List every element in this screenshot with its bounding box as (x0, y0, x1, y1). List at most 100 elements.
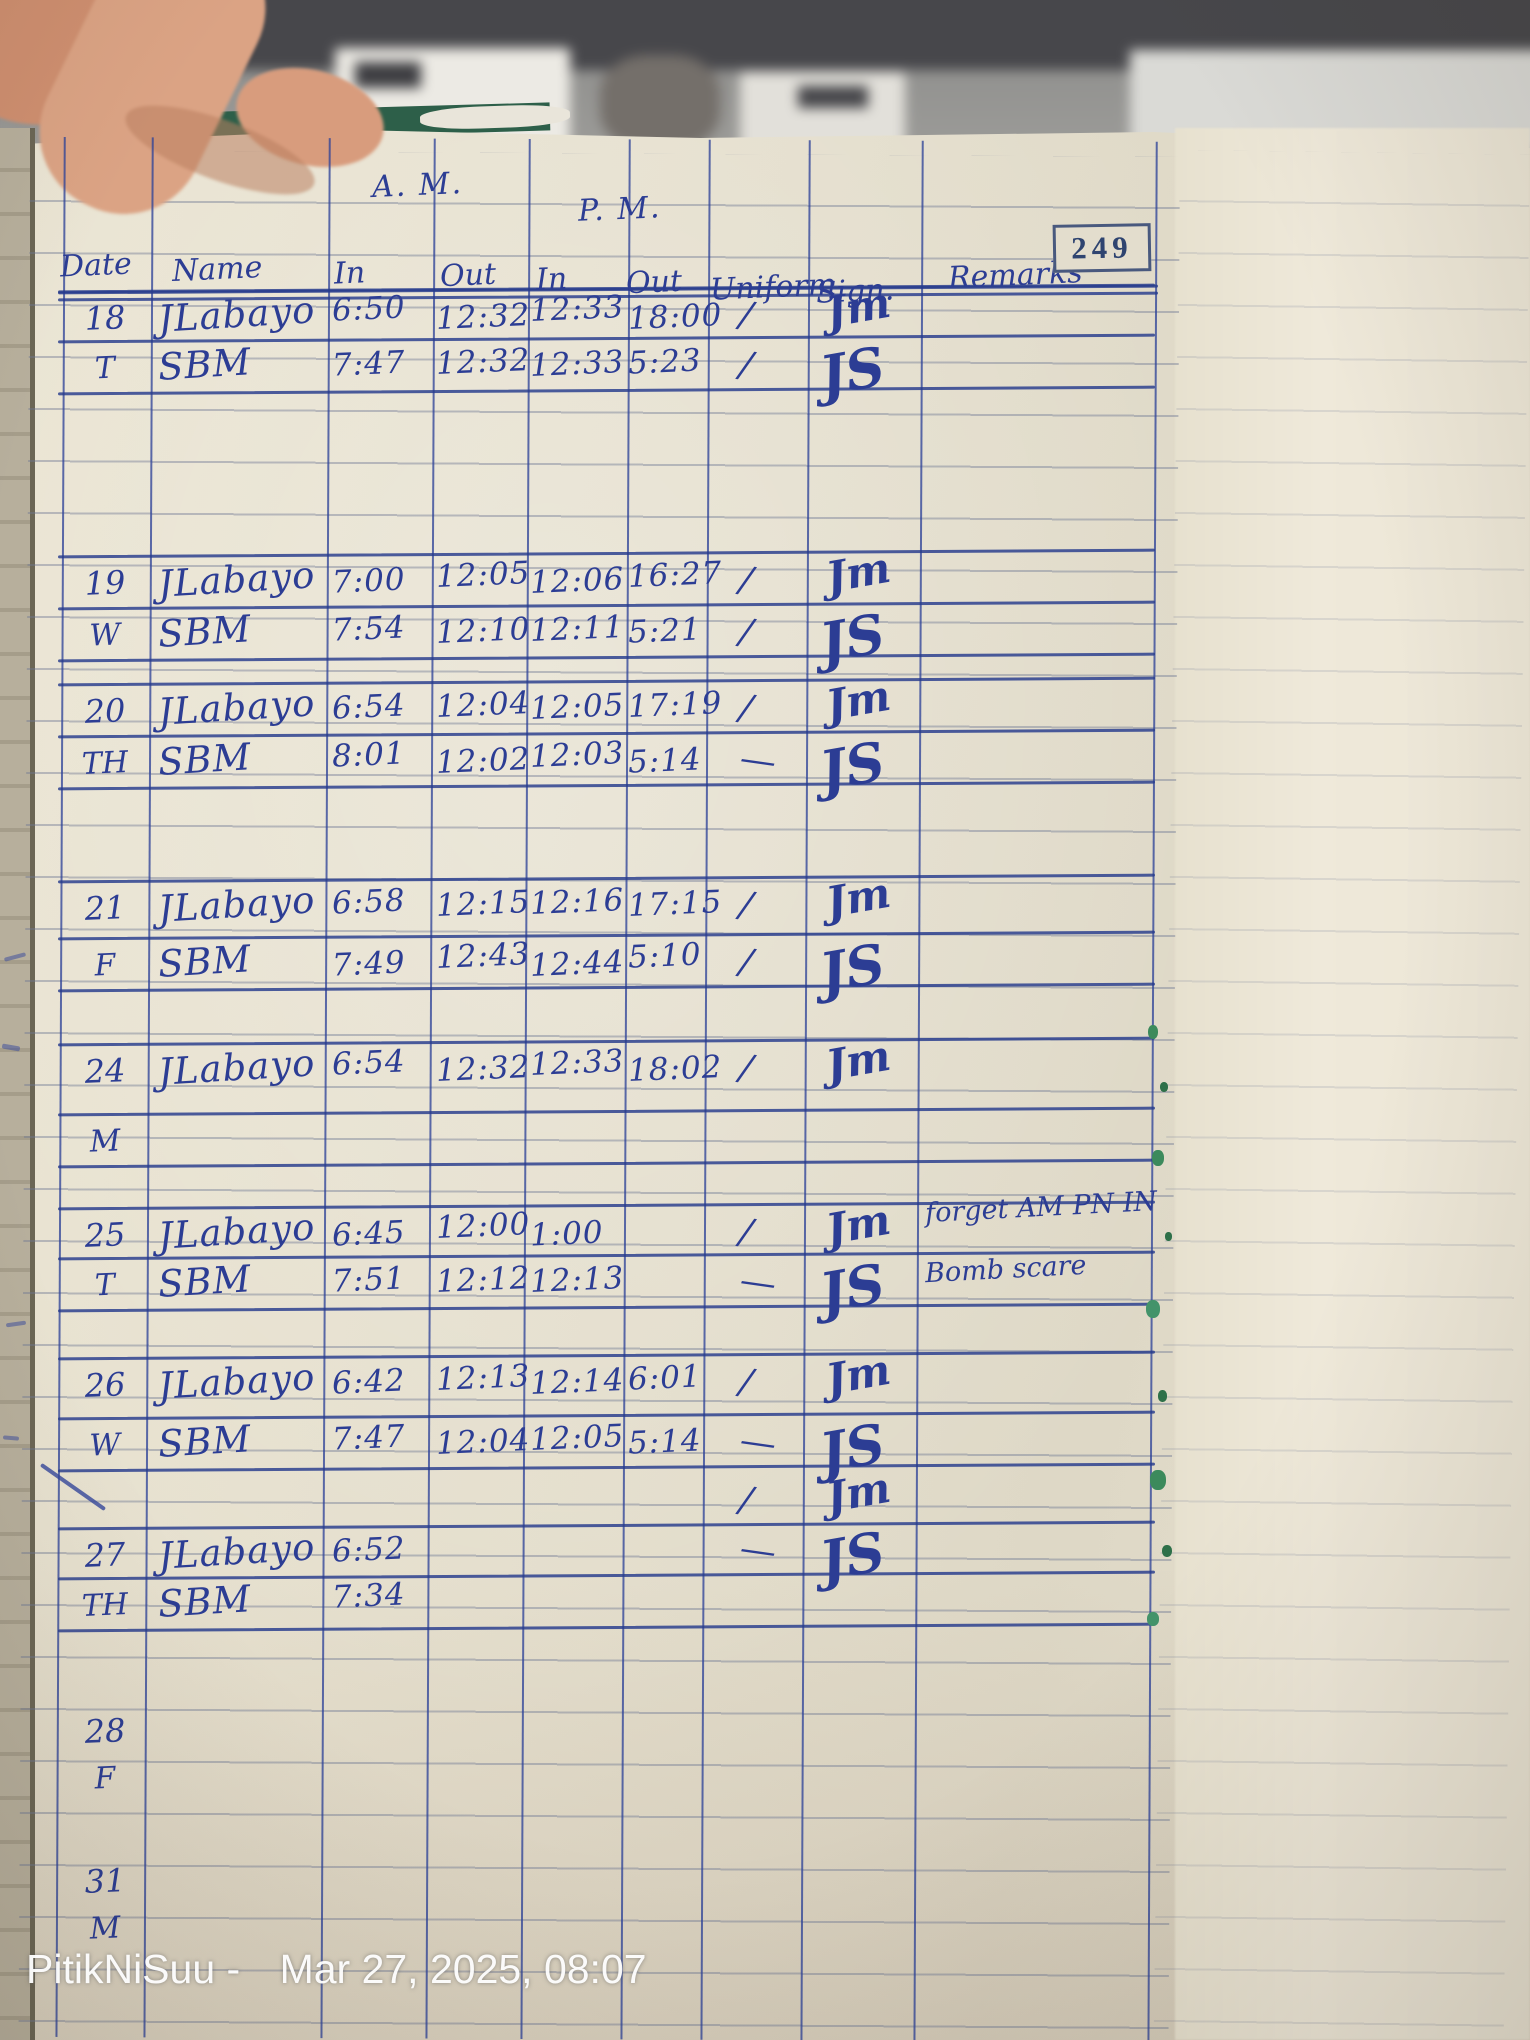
column-line (520, 138, 531, 2039)
entry-pm-in: 12:14 (529, 1361, 626, 1403)
column-line (700, 139, 711, 2040)
entry-pm-in: 12:16 (529, 881, 626, 923)
entry-am-in: 6:52 (331, 1530, 407, 1570)
column-header-date: Date (59, 246, 133, 285)
entry-am-out: 12:04 (435, 684, 532, 726)
entry-am-out: 12:10 (435, 610, 532, 652)
entry-am-in: 7:54 (331, 609, 407, 649)
column-header-am-out: Out (439, 256, 497, 295)
entry-name: SBM (156, 735, 253, 784)
entry-am-in: 7:47 (331, 344, 407, 384)
entry-date: 31 (83, 1861, 127, 1901)
entry-am-in: 7:47 (331, 1418, 407, 1458)
entry-am-in: 6:54 (331, 1043, 407, 1083)
entry-name: SBM (156, 1417, 253, 1466)
green-speck (1158, 1390, 1167, 1402)
entry-am-out: 12:12 (435, 1259, 532, 1301)
entry-signature: JS (814, 728, 890, 804)
column-header-pm-out: Out (625, 263, 683, 302)
adjacent-page (1175, 128, 1530, 2040)
entry-pm-in: 12:33 (529, 343, 626, 385)
entry-am-out: 12:32 (435, 296, 532, 338)
green-speck (1162, 1545, 1172, 1557)
column-header-name: Name (171, 250, 264, 289)
entry-am-in: 6:58 (331, 882, 407, 922)
entry-am-out: 12:04 (435, 1421, 532, 1463)
green-speck (1147, 1612, 1159, 1626)
green-speck (1160, 1082, 1168, 1092)
entry-day: F (93, 1760, 117, 1797)
entry-pm-out: 5:14 (627, 741, 703, 781)
entry-uniform-mark: — (737, 737, 779, 784)
entry-day: W (88, 1427, 122, 1464)
entry-name: SBM (156, 937, 253, 986)
entry-date: 24 (83, 1051, 127, 1091)
entry-day: W (88, 617, 122, 654)
entry-am-in: 6:45 (331, 1214, 407, 1254)
entry-pm-in: 12:13 (529, 1259, 626, 1301)
entry-pm-out: 16:27 (627, 554, 724, 596)
entry-pm-out: 6:01 (627, 1358, 703, 1398)
entry-date: 19 (83, 563, 127, 603)
column-line (913, 140, 924, 2040)
section-header-am: A. M. (371, 166, 464, 205)
green-speck (1150, 1470, 1166, 1490)
microwave-right-panel (798, 86, 868, 108)
column-line (800, 140, 811, 2040)
entry-day: M (88, 1910, 122, 1947)
column-line (1147, 141, 1158, 2040)
column-line (425, 138, 436, 2039)
entry-pm-out: 17:15 (627, 883, 724, 925)
entry-pm-in: 1:00 (529, 1214, 605, 1254)
entry-uniform-mark: — (737, 1259, 779, 1306)
entry-day: M (88, 1123, 122, 1160)
entry-signature: JS (814, 930, 890, 1006)
camera-watermark: PitikNiSuu - Mar 27, 2025, 08:07 (26, 1946, 647, 1993)
entry-date: 20 (83, 691, 127, 731)
entry-pm-in: 12:44 (529, 943, 626, 985)
entry-date: 26 (83, 1365, 127, 1405)
entry-signature: JS (814, 1518, 890, 1594)
blurred-object (600, 55, 720, 150)
entry-signature: JS (814, 600, 890, 676)
entry-pm-out: 5:23 (627, 342, 703, 382)
microwave-left-panel (355, 62, 421, 88)
entry-pm-in: 12:33 (529, 1042, 626, 1084)
entry-am-in: 7:51 (331, 1260, 407, 1300)
entry-am-out: 12:00 (435, 1205, 532, 1247)
entry-day: T (94, 1267, 116, 1304)
entry-date: 18 (83, 298, 127, 338)
entry-am-in: 6:54 (331, 687, 407, 727)
entry-pm-in: 12:05 (529, 1417, 626, 1459)
entry-date: 25 (83, 1215, 127, 1255)
entry-am-out: 12:05 (435, 554, 532, 596)
entry-am-out: 12:13 (435, 1357, 532, 1399)
entry-pm-out: 18:00 (627, 296, 724, 338)
section-header-pm: P. M. (577, 190, 663, 229)
entry-pm-out: 18:02 (627, 1048, 724, 1090)
page-stack-edge (0, 128, 35, 2040)
entry-am-out: 12:43 (435, 935, 532, 977)
column-line (320, 138, 331, 2039)
entry-name: SBM (156, 1577, 253, 1626)
entry-am-out: 12:32 (435, 1048, 532, 1090)
entry-pm-out: 5:10 (627, 936, 703, 976)
entry-signature: JS (814, 1250, 890, 1326)
entry-pm-in: 12:06 (529, 560, 626, 602)
entry-day: F (93, 947, 117, 984)
green-speck (1148, 1025, 1158, 1039)
entry-am-in: 7:00 (331, 561, 407, 601)
entry-date: 21 (83, 888, 127, 928)
entry-am-out: 12:32 (435, 341, 532, 383)
entry-am-out: 12:15 (435, 883, 532, 925)
column-line (620, 139, 631, 2040)
entry-pm-out: 5:14 (627, 1422, 703, 1462)
column-header-am-in: In (333, 255, 366, 292)
entry-am-in: 7:49 (331, 944, 407, 984)
entry-date: 27 (83, 1535, 127, 1575)
entry-pm-in: 12:05 (529, 686, 626, 728)
entry-uniform-mark: — (737, 1419, 779, 1466)
watermark-timestamp: Mar 27, 2025, 08:07 (279, 1946, 647, 1992)
entry-name: SBM (156, 340, 253, 389)
entry-pm-in: 12:03 (529, 734, 626, 776)
